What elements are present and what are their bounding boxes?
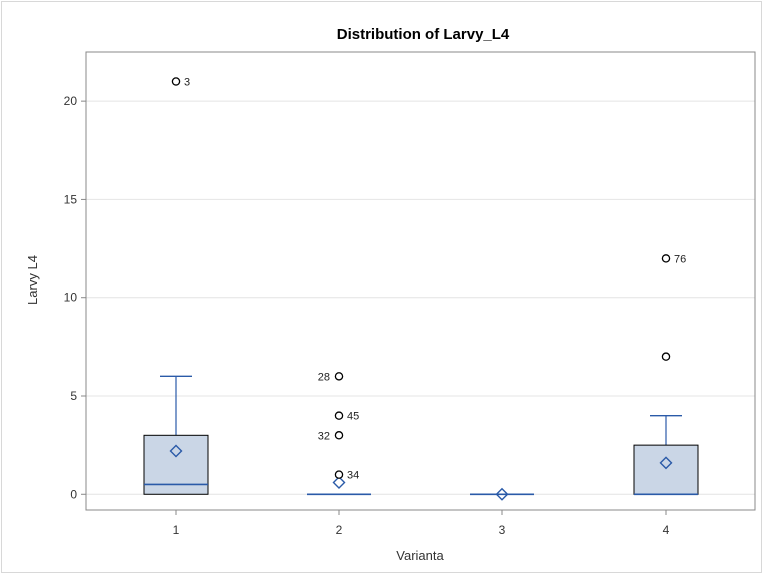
outlier-point <box>334 470 344 479</box>
mean-marker <box>332 475 346 489</box>
y-tick-label: 15 <box>64 192 78 206</box>
outlier-point <box>661 254 671 263</box>
outlier-label: 45 <box>347 411 359 423</box>
mean-marker <box>169 444 183 458</box>
box-iqr <box>633 444 699 495</box>
outlier-point <box>334 372 344 381</box>
outlier-label: 28 <box>318 371 330 383</box>
y-axis-label: Larvy L4 <box>25 255 40 305</box>
x-axis-label: Varianta <box>396 548 444 563</box>
outlier-label: 3 <box>184 76 190 88</box>
mean-marker <box>659 456 673 470</box>
x-tick-label: 2 <box>336 523 343 537</box>
mean-marker <box>495 487 509 501</box>
box-iqr <box>143 434 209 495</box>
outlier-point <box>334 411 344 420</box>
outlier-label: 76 <box>674 253 686 265</box>
outlier-point <box>661 352 671 361</box>
outlier-point <box>171 77 181 86</box>
plot-frame <box>85 51 756 511</box>
y-tick-label: 10 <box>64 291 78 305</box>
x-tick-label: 3 <box>499 523 506 537</box>
x-tick-label: 1 <box>173 523 180 537</box>
chart-title: Distribution of Larvy_L4 <box>337 26 510 43</box>
outlier-label: 32 <box>318 430 330 442</box>
y-tick-label: 20 <box>64 94 78 108</box>
x-tick-label: 4 <box>663 523 670 537</box>
y-tick-label: 0 <box>70 487 77 501</box>
outlier-label: 34 <box>347 470 359 482</box>
y-tick-label: 5 <box>70 389 77 403</box>
outlier-point <box>334 431 344 440</box>
